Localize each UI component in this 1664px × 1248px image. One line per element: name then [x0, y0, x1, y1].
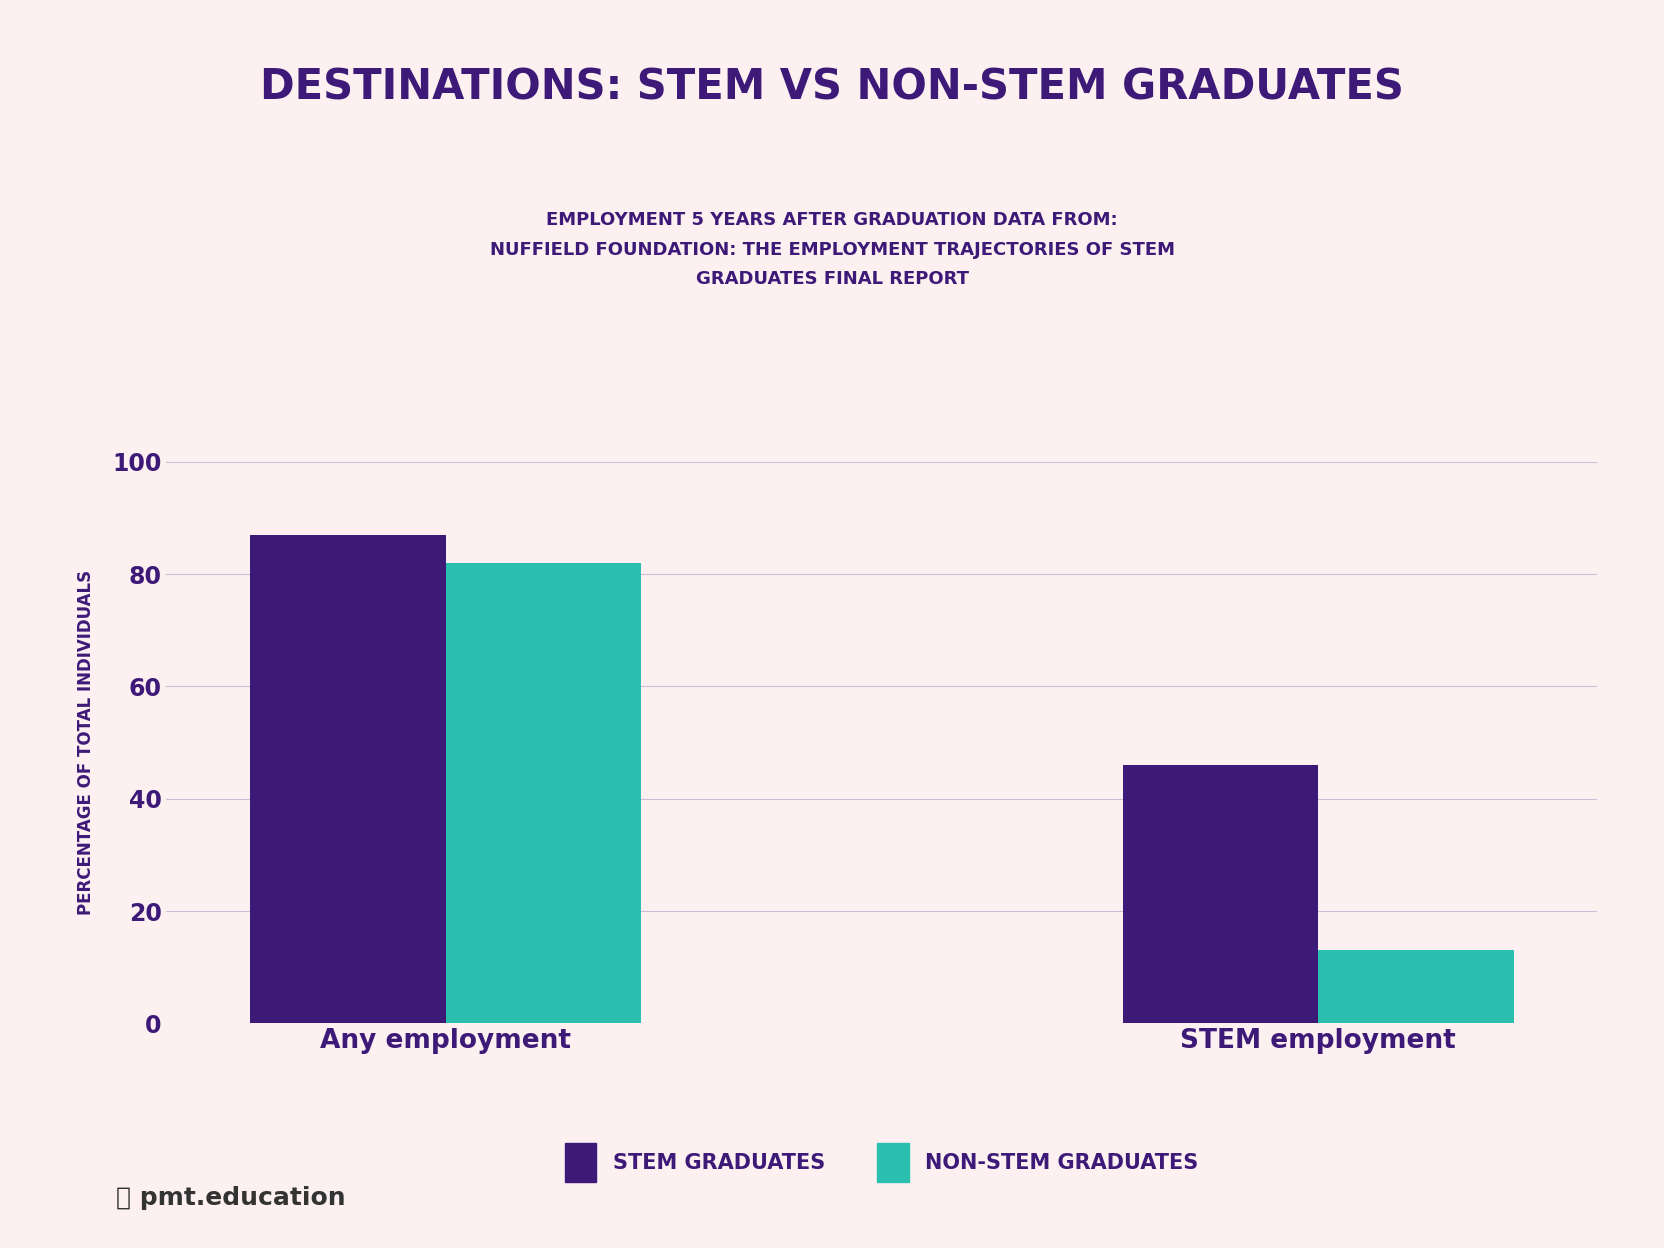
Bar — [446, 563, 641, 1023]
Bar — [250, 534, 446, 1023]
Text: EMPLOYMENT 5 YEARS AFTER GRADUATION DATA FROM:
NUFFIELD FOUNDATION: THE EMPLOYME: EMPLOYMENT 5 YEARS AFTER GRADUATION DATA… — [489, 211, 1175, 288]
Text: DESTINATIONS: STEM VS NON-STEM GRADUATES: DESTINATIONS: STEM VS NON-STEM GRADUATES — [260, 66, 1404, 109]
Text: 🎓 pmt.education: 🎓 pmt.education — [116, 1186, 346, 1211]
Bar — [1123, 765, 1318, 1023]
Y-axis label: PERCENTAGE OF TOTAL INDIVIDUALS: PERCENTAGE OF TOTAL INDIVIDUALS — [78, 570, 95, 915]
Legend: STEM GRADUATES, NON-STEM GRADUATES: STEM GRADUATES, NON-STEM GRADUATES — [554, 1133, 1210, 1193]
Bar — [1318, 951, 1514, 1023]
